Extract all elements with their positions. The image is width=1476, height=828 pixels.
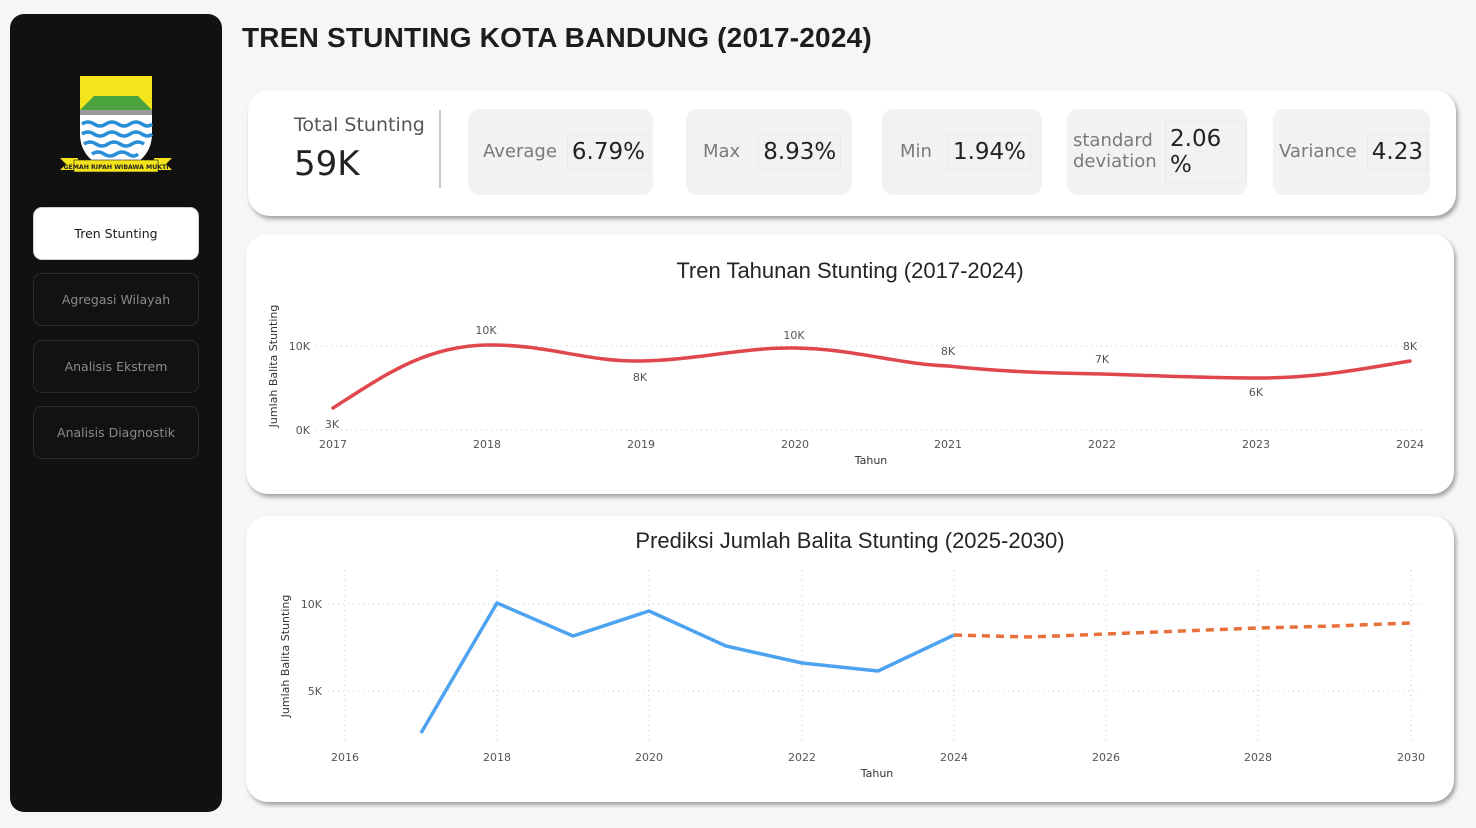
x-axis-label: Tahun	[854, 454, 888, 467]
page-title: TREN STUNTING KOTA BANDUNG (2017-2024)	[242, 22, 872, 53]
data-label: 3K	[325, 418, 340, 431]
nav-label: Agregasi Wilayah	[61, 292, 171, 307]
x-tick: 2020	[781, 438, 809, 451]
x-tick: 2022	[1088, 438, 1116, 451]
y-tick: 10K	[289, 340, 311, 353]
x-tick: 2020	[635, 751, 663, 764]
logo-motto: GEMAH RIPAH WIBAWA MUKTI	[63, 164, 168, 171]
x-axis-label: Tahun	[860, 767, 894, 780]
nav-label: Analisis Diagnostik	[57, 425, 175, 440]
y-tick: 5K	[308, 685, 323, 698]
stat-min: Min 1.94%	[882, 109, 1042, 195]
x-tick: 2022	[788, 751, 816, 764]
sidebar: GEMAH RIPAH WIBAWA MUKTI Tren Stunting A…	[10, 14, 222, 812]
stat-value: 6.79%	[566, 134, 650, 170]
x-tick: 2024	[940, 751, 968, 764]
stat-label: standard deviation	[1073, 130, 1157, 172]
x-tick: 2026	[1092, 751, 1120, 764]
x-tick: 2030	[1397, 751, 1425, 764]
annual-trend-chart-card: Tren Tahunan Stunting (2017-2024) 10K 0K…	[246, 234, 1454, 494]
kpi-divider	[439, 110, 441, 188]
y-tick: 10K	[301, 598, 323, 611]
nav-label: Tren Stunting	[74, 226, 158, 241]
stat-value: 4.23	[1366, 134, 1428, 170]
stat-max: Max 8.93%	[686, 109, 852, 195]
x-tick: 2028	[1244, 751, 1272, 764]
stat-label: Variance	[1279, 140, 1357, 162]
actual-line	[419, 601, 955, 734]
x-tick: 2017	[319, 438, 347, 451]
x-tick: 2016	[331, 751, 359, 764]
x-tick: 2018	[473, 438, 501, 451]
stat-value: 8.93%	[758, 134, 842, 170]
nav-analisis-ekstrem[interactable]: Analisis Ekstrem	[33, 340, 199, 393]
data-label: 8K	[1403, 340, 1418, 353]
stat-value: 1.94%	[947, 134, 1032, 170]
chart-title: Tren Tahunan Stunting (2017-2024)	[676, 258, 1024, 283]
stat-label: Min	[900, 140, 932, 162]
forecast-chart: 10K 5K Jumlah Balita Stunting 2016 2018 …	[279, 570, 1425, 780]
data-label: 6K	[1249, 386, 1264, 399]
y-tick: 0K	[296, 424, 311, 437]
data-label: 8K	[941, 345, 956, 358]
chart-title: Prediksi Jumlah Balita Stunting (2025-20…	[635, 528, 1065, 553]
data-label: 8K	[633, 371, 648, 384]
stat-standard-deviation: standard deviation 2.06 %	[1067, 109, 1247, 195]
data-label: 10K	[783, 329, 805, 342]
x-tick: 2019	[627, 438, 655, 451]
x-tick: 2018	[483, 751, 511, 764]
annual-trend-chart: 10K 0K Jumlah Balita Stunting 2017 2018 …	[267, 305, 1426, 467]
y-axis-label: Jumlah Balita Stunting	[267, 305, 280, 429]
forecast-line	[953, 621, 1412, 639]
nav-tren-stunting[interactable]: Tren Stunting	[33, 207, 199, 260]
stat-average: Average 6.79%	[468, 109, 653, 195]
y-axis-label: Jumlah Balita Stunting	[279, 595, 292, 719]
data-label: 10K	[475, 324, 497, 337]
kpi-card: Total Stunting 59K Average 6.79% Max 8.9…	[248, 90, 1456, 216]
nav-analisis-diagnostik[interactable]: Analisis Diagnostik	[33, 406, 199, 459]
stat-label: Average	[483, 140, 557, 162]
total-stunting-label: Total Stunting	[294, 114, 425, 136]
data-label: 7K	[1095, 353, 1110, 366]
forecast-chart-card: Prediksi Jumlah Balita Stunting (2025-20…	[246, 516, 1454, 802]
total-stunting-value: 59K	[294, 144, 360, 184]
stat-value: 2.06 %	[1165, 121, 1247, 183]
stat-variance: Variance 4.23	[1273, 109, 1430, 195]
bandung-coat-of-arms-logo: GEMAH RIPAH WIBAWA MUKTI	[60, 76, 172, 173]
nav-agregasi-wilayah[interactable]: Agregasi Wilayah	[33, 273, 199, 326]
nav-label: Analisis Ekstrem	[64, 359, 168, 374]
trend-line	[331, 343, 1412, 410]
x-tick: 2023	[1242, 438, 1270, 451]
stat-label: Max	[703, 140, 741, 162]
x-tick: 2024	[1396, 438, 1424, 451]
x-tick: 2021	[934, 438, 962, 451]
